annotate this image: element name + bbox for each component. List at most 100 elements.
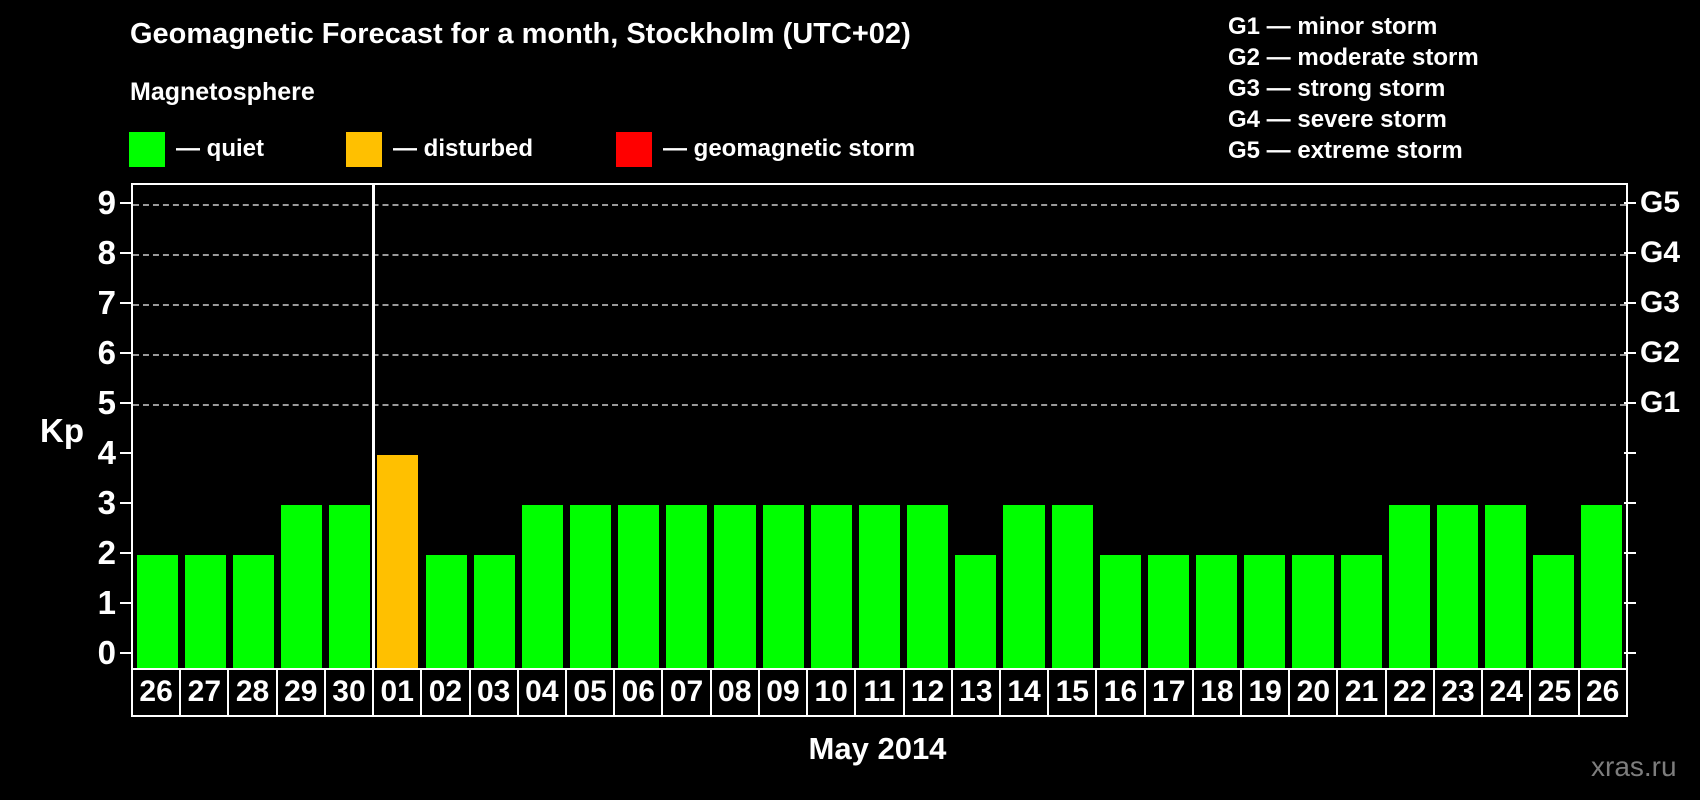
day-label-22-18: 18 <box>1191 668 1243 717</box>
month-divider-line <box>372 185 376 670</box>
kp-bar-day-12 <box>907 505 949 670</box>
day-label-1-27: 27 <box>179 668 230 717</box>
legend-item-disturbed: — disturbed <box>346 131 533 167</box>
day-label-18-14: 14 <box>998 668 1050 717</box>
day-label-14-10: 10 <box>806 668 857 717</box>
kp-bar-day-05 <box>570 505 612 670</box>
legend-label-disturbed: — disturbed <box>393 135 534 162</box>
left-tick-kp4 <box>120 452 132 454</box>
y-tick-label-2: 2 <box>97 534 116 571</box>
kp-bar-day-19 <box>1244 555 1286 670</box>
day-label-25-21: 21 <box>1336 668 1387 717</box>
storm-scale-g4: G4 — severe storm <box>1228 106 1447 133</box>
gridline-kp8 <box>133 254 1626 256</box>
g-label-g5: G5 <box>1640 186 1681 219</box>
right-tick-kp3 <box>1624 502 1636 504</box>
kp-bar-day-06 <box>618 505 660 670</box>
plot-area <box>131 183 1628 670</box>
left-tick-kp8 <box>120 252 132 254</box>
day-label-3-29: 29 <box>275 668 326 717</box>
kp-bar-day-28 <box>232 555 274 670</box>
kp-bar-day-13 <box>955 555 997 670</box>
kp-bar-day-07 <box>666 505 708 670</box>
kp-bar-day-29 <box>281 505 323 670</box>
chart-title: Geomagnetic Forecast for a month, Stockh… <box>130 18 911 50</box>
left-tick-kp3 <box>120 502 132 504</box>
day-label-27-23: 23 <box>1432 668 1484 717</box>
day-label-2-28: 28 <box>227 668 278 717</box>
legend-label-quiet: — quiet <box>176 135 264 162</box>
left-tick-kp0 <box>120 652 132 654</box>
right-tick-kp1 <box>1624 602 1636 604</box>
kp-bar-day-26 <box>136 555 178 670</box>
kp-bar-day-16 <box>1099 555 1141 670</box>
kp-bar-day-30 <box>329 505 371 670</box>
kp-bar-day-17 <box>1147 555 1190 670</box>
day-label-16-12: 12 <box>902 668 953 717</box>
magnetosphere-subtitle: Magnetosphere <box>130 78 315 106</box>
legend-item-quiet: — quiet <box>129 131 264 167</box>
kp-bar-day-22 <box>1388 505 1430 670</box>
gridline-kp9 <box>133 204 1626 206</box>
y-tick-label-3: 3 <box>97 484 116 521</box>
left-tick-kp7 <box>120 302 132 304</box>
storm-color-swatch <box>616 131 652 167</box>
day-label-0-26: 26 <box>131 668 182 717</box>
day-label-9-05: 05 <box>564 668 616 717</box>
day-label-8-04: 04 <box>516 668 567 717</box>
left-tick-kp5 <box>120 402 132 404</box>
x-axis-title: May 2014 <box>808 731 947 766</box>
day-label-15-11: 11 <box>854 668 905 717</box>
kp-bar-day-04 <box>521 505 563 670</box>
y-tick-label-6: 6 <box>97 334 116 371</box>
kp-bar-day-02 <box>425 555 467 670</box>
day-label-30-26: 26 <box>1577 668 1628 717</box>
day-label-4-30: 30 <box>323 668 375 717</box>
day-label-21-17: 17 <box>1143 668 1194 717</box>
kp-bar-day-23 <box>1436 505 1479 670</box>
left-tick-kp1 <box>120 602 132 604</box>
y-tick-label-4: 4 <box>97 434 116 471</box>
kp-bar-day-18 <box>1196 555 1238 670</box>
left-tick-kp9 <box>120 202 132 204</box>
day-label-12-08: 08 <box>709 668 760 717</box>
storm-scale-legend: G1 — minor storm G2 — moderate storm G3 … <box>1228 11 1479 166</box>
day-label-17-13: 13 <box>950 668 1001 717</box>
kp-bar-day-10 <box>810 505 852 670</box>
kp-bar-day-25 <box>1533 555 1575 670</box>
storm-scale-g3: G3 — strong storm <box>1228 75 1446 102</box>
day-label-5-01: 01 <box>372 668 423 717</box>
legend-item-storm: — geomagnetic storm <box>616 131 915 167</box>
y-tick-label-5: 5 <box>97 384 116 421</box>
day-axis: 26 27 28 29 30 01 02 03 04 05 06 07 08 09 10 11 12 13 14 15… <box>131 668 1628 717</box>
disturbed-color-swatch <box>346 131 382 167</box>
kp-bar-day-14 <box>1003 505 1045 670</box>
watermark: xras.ru <box>1591 751 1677 782</box>
right-tick-kp8 <box>1624 252 1636 254</box>
right-tick-kp0 <box>1624 652 1636 654</box>
right-tick-kp7 <box>1624 302 1636 304</box>
kp-bar-day-03 <box>473 555 515 670</box>
day-label-13-09: 09 <box>757 668 809 717</box>
kp-bar-day-24 <box>1485 505 1527 670</box>
storm-scale-g1: G1 — minor storm <box>1228 13 1438 40</box>
day-label-19-15: 15 <box>1047 668 1098 717</box>
kp-bar-day-01 <box>377 455 419 670</box>
legend-label-storm: — geomagnetic storm <box>663 135 916 162</box>
left-tick-kp2 <box>120 552 132 554</box>
y-tick-label-7: 7 <box>97 284 116 321</box>
kp-bar-day-20 <box>1292 555 1334 670</box>
storm-scale-g5: G5 — extreme storm <box>1228 137 1463 164</box>
day-label-24-20: 20 <box>1288 668 1339 717</box>
right-tick-kp5 <box>1624 402 1636 404</box>
y-tick-label-0: 0 <box>97 634 116 671</box>
day-label-11-07: 07 <box>661 668 712 717</box>
kp-bar-day-21 <box>1340 555 1382 670</box>
kp-bar-day-09 <box>762 505 804 670</box>
day-label-6-02: 02 <box>420 668 471 717</box>
day-label-28-24: 24 <box>1481 668 1532 717</box>
day-label-10-06: 06 <box>613 668 664 717</box>
g-label-g3: G3 <box>1640 286 1681 319</box>
left-tick-kp6 <box>120 352 132 354</box>
